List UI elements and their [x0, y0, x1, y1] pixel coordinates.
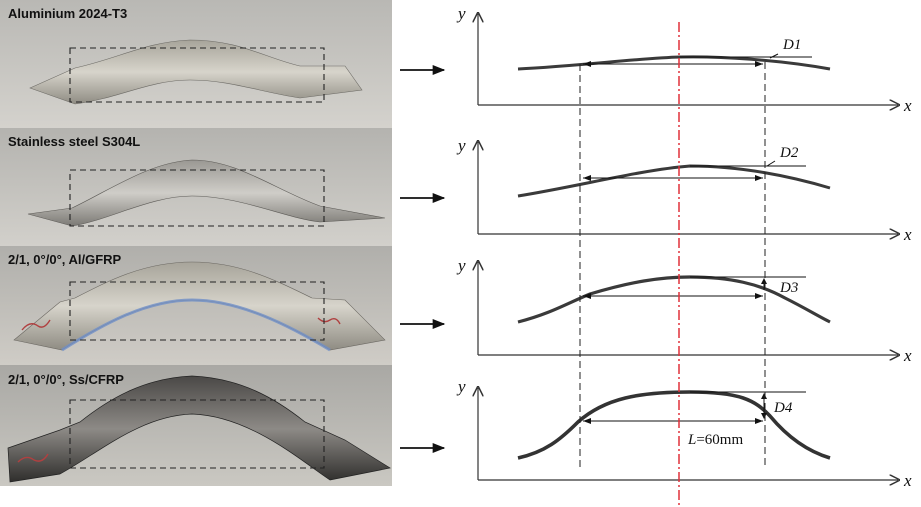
- specimen-strip-1: [29, 39, 363, 105]
- y-axis-label-4: y: [456, 377, 466, 396]
- profile-plot-2: y x D2: [456, 136, 912, 244]
- deflection-label-3: D3: [779, 280, 798, 296]
- deflection-profile-3: [517, 275, 831, 324]
- measurement-box-1: [69, 47, 325, 103]
- specimen-photo-4: 2/1, 0°/0°, Ss/CFRP: [0, 365, 392, 486]
- measurement-box-3: [69, 281, 325, 341]
- profile-plot-1: y x D1: [456, 4, 912, 115]
- deflection-label-1: D1: [782, 37, 801, 53]
- specimen-label-4: 2/1, 0°/0°, Ss/CFRP: [8, 372, 124, 387]
- specimen-photo-3: 2/1, 0°/0°, Al/GFRP: [0, 246, 392, 365]
- y-axis-label-2: y: [456, 136, 466, 155]
- profile-plot-3: y x D3: [456, 256, 912, 365]
- span-length-label: L=60mm: [687, 432, 743, 448]
- specimen-label-2: Stainless steel S304L: [8, 134, 140, 149]
- x-axis-label-1: x: [903, 96, 912, 115]
- deflection-profile-2: [517, 164, 831, 198]
- specimen-photo-1: Aluminium 2024-T3: [0, 0, 392, 128]
- connector-arrows: [400, 64, 446, 454]
- deflection-profile-4: [517, 390, 831, 460]
- x-axis-label-2: x: [903, 225, 912, 244]
- y-axis-label-1: y: [456, 4, 466, 23]
- specimen-label-3: 2/1, 0°/0°, Al/GFRP: [8, 252, 122, 267]
- deflection-label-4: D4: [773, 400, 793, 416]
- x-axis-label-4: x: [903, 471, 912, 490]
- specimen-label-1: Aluminium 2024-T3: [8, 6, 127, 21]
- x-axis-label-3: x: [903, 346, 912, 365]
- profile-plot-4: y x D4 L=60mm: [456, 377, 912, 490]
- specimen-strip-2: [27, 159, 386, 227]
- y-axis-label-3: y: [456, 256, 466, 275]
- specimen-strip-4: [7, 375, 391, 483]
- deflection-pointer-1: [769, 53, 779, 59]
- deflection-pointer-2: [766, 160, 776, 167]
- measurement-box-2: [69, 169, 325, 227]
- measurement-box-4: [69, 399, 325, 469]
- deflection-profile-1: [517, 55, 831, 71]
- deflection-label-2: D2: [779, 145, 799, 161]
- photo-column: Aluminium 2024-T3 Stainless steel S304L …: [0, 0, 392, 486]
- specimen-photo-2: Stainless steel S304L: [0, 128, 392, 246]
